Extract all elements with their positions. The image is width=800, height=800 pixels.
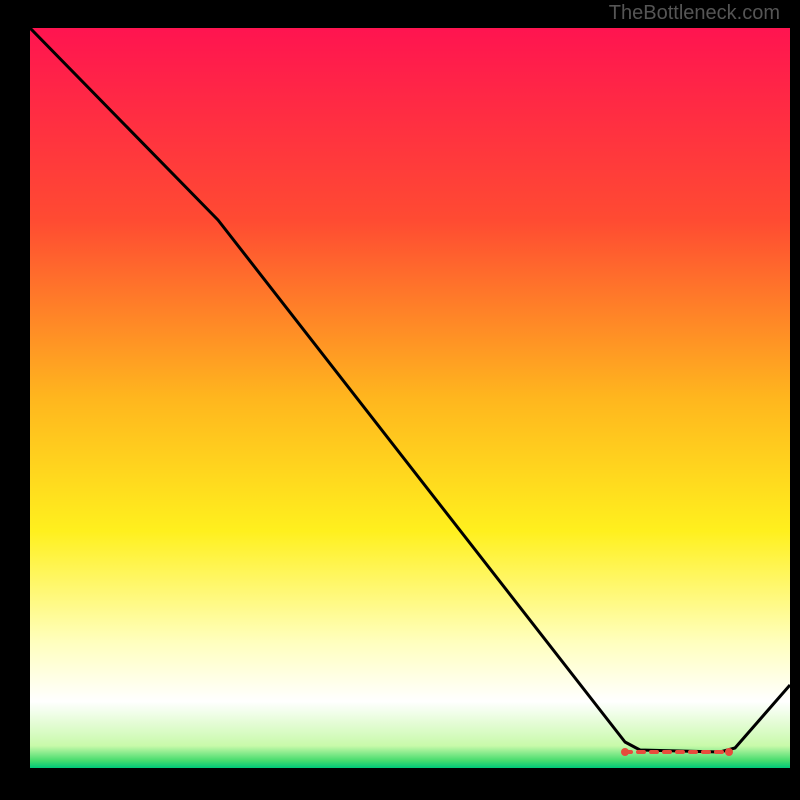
chart-gradient-background xyxy=(30,28,790,768)
watermark-text: TheBottleneck.com xyxy=(609,2,780,25)
chart-svg xyxy=(0,0,800,800)
